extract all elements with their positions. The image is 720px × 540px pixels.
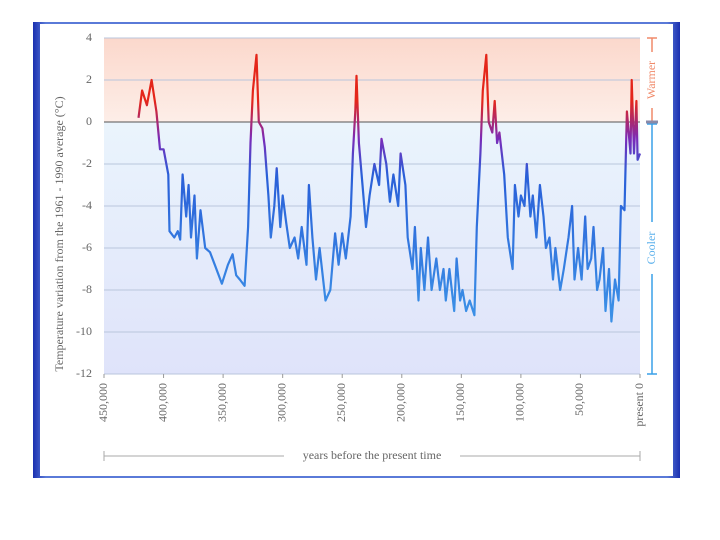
x-tick-label: 400,000: [155, 383, 169, 422]
cooler-label-bg: [645, 222, 659, 274]
x-tick-label: present 0: [632, 383, 646, 427]
y-tick-label: 4: [86, 30, 92, 44]
y-tick-label: -2: [82, 156, 92, 170]
warmer-label-bg: [645, 52, 659, 108]
y-tick-label: 0: [86, 114, 92, 128]
x-axis-label: years before the present time: [303, 448, 442, 462]
x-tick-label: 300,000: [274, 383, 288, 422]
x-tick-label: 50,000: [572, 383, 586, 416]
x-tick-label: 200,000: [394, 383, 408, 422]
plot-area: -12 -10 -8 -6 -4 -2 0 2 4 450,000 400,000 350,000 30…: [76, 30, 659, 464]
y-tick-label: -10: [76, 324, 92, 338]
x-label-bg: [284, 448, 460, 464]
zero-marker: [646, 120, 658, 124]
y-axis-label: Temperature variation from the 1961 - 19…: [52, 96, 66, 371]
y-tick-label: -6: [82, 240, 92, 254]
y-tick-label: -4: [82, 198, 92, 212]
y-tick-label: -8: [82, 282, 92, 296]
x-tick-label: 150,000: [453, 383, 467, 422]
temperature-line: [137, 53, 642, 323]
y-tick-label: -12: [76, 366, 92, 380]
x-tick-label: 350,000: [215, 383, 229, 422]
x-tick-label: 250,000: [334, 383, 348, 422]
cooler-label: Cooler: [644, 232, 658, 265]
warmer-label: Warmer: [644, 61, 658, 99]
x-tick-label: 100,000: [513, 383, 527, 422]
x-tick-label: 450,000: [96, 383, 110, 422]
y-tick-label: 2: [86, 72, 92, 86]
